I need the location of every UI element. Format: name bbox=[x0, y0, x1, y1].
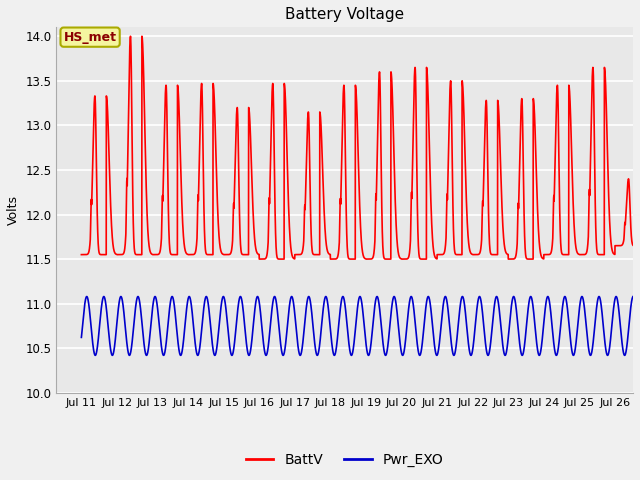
Text: HS_met: HS_met bbox=[63, 31, 116, 44]
Y-axis label: Volts: Volts bbox=[7, 195, 20, 225]
Legend: BattV, Pwr_EXO: BattV, Pwr_EXO bbox=[240, 447, 449, 472]
Title: Battery Voltage: Battery Voltage bbox=[285, 7, 404, 22]
